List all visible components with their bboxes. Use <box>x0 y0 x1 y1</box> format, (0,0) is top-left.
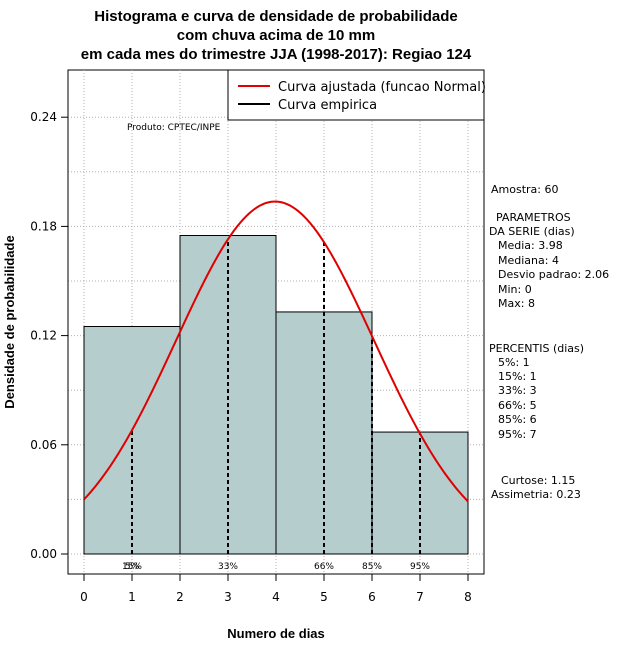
x-tick-label: 8 <box>464 590 472 604</box>
x-tick-label: 3 <box>224 590 232 604</box>
stats-panel: Amostra: 60 PARAMETROS DA SERIE (dias) M… <box>489 183 609 501</box>
percentile-label: 66% <box>314 562 334 572</box>
histogram-bars <box>83 235 469 555</box>
y-tick-label: 0.06 <box>30 438 57 452</box>
chart-title-line-2: com chuva acima de 10 mm <box>177 27 375 44</box>
legend-box <box>227 69 485 121</box>
percentil-5: 5%: 1 <box>498 356 530 369</box>
x-tick-label: 2 <box>176 590 184 604</box>
stat-max: Max: 8 <box>498 297 535 310</box>
normal-fit-curve <box>83 200 469 503</box>
percentil-66: 66%: 5 <box>498 399 537 412</box>
x-tick-label: 1 <box>128 590 136 604</box>
x-axis: 0 1 2 3 4 5 6 7 8 <box>80 573 472 604</box>
y-tick-label: 0.00 <box>30 547 57 561</box>
percentil-95: 95%: 7 <box>498 428 537 441</box>
legend: Curva ajustada (funcao Normal) Curva emp… <box>227 69 486 121</box>
percentil-15: 15%: 1 <box>498 370 537 383</box>
percentile-labels: 5%15% 33% 66% 85% 95% <box>122 562 430 572</box>
y-axis: 0.00 0.06 0.12 0.18 0.24 <box>30 110 69 561</box>
stat-min: Min: 0 <box>498 283 532 296</box>
y-tick-label: 0.12 <box>30 329 57 343</box>
x-tick-label: 5 <box>320 590 328 604</box>
params-header-2: DA SERIE (dias) <box>489 225 575 238</box>
legend-entry-fit: Curva ajustada (funcao Normal) <box>278 80 486 95</box>
percentile-label: 33% <box>218 562 238 572</box>
x-tick-label: 0 <box>80 590 88 604</box>
percentile-label: 95% <box>410 562 430 572</box>
stat-curtose: Curtose: 1.15 <box>501 474 575 487</box>
stat-sample: Amostra: 60 <box>491 183 558 196</box>
y-tick-label: 0.18 <box>30 219 57 233</box>
percentile-label: 15% <box>122 562 142 572</box>
stat-assimetria: Assimetria: 0.23 <box>491 488 581 501</box>
stat-media: Media: 3.98 <box>498 239 563 252</box>
percentile-label: 5% <box>125 562 140 572</box>
percentis-header: PERCENTIS (dias) <box>489 342 584 355</box>
x-axis-label: Numero de dias <box>227 626 325 641</box>
y-tick-label: 0.24 <box>30 110 57 124</box>
x-tick-label: 7 <box>416 590 424 604</box>
stat-desvio: Desvio padrao: 2.06 <box>498 268 609 281</box>
x-tick-label: 6 <box>368 590 376 604</box>
y-axis-label: Densidade de probabilidade <box>2 235 17 408</box>
params-header-1: PARAMETROS <box>496 211 571 224</box>
legend-entry-empirical: Curva empirica <box>278 98 377 113</box>
stat-mediana: Mediana: 4 <box>498 254 559 267</box>
x-tick-label: 4 <box>272 590 280 604</box>
percentile-lines <box>131 239 421 554</box>
percentile-label: 85% <box>362 562 382 572</box>
histogram-bar <box>275 311 373 555</box>
product-annotation: Produto: CPTEC/INPE <box>127 123 221 133</box>
histogram-bar <box>371 431 469 555</box>
percentil-33: 33%: 3 <box>498 384 537 397</box>
histogram-bar <box>179 235 277 555</box>
percentil-85: 85%: 6 <box>498 413 537 426</box>
chart-title-line-1: Histograma e curva de densidade de proba… <box>94 8 457 25</box>
chart-title-line-3: em cada mes do trimestre JJA (1998-2017)… <box>81 46 472 63</box>
